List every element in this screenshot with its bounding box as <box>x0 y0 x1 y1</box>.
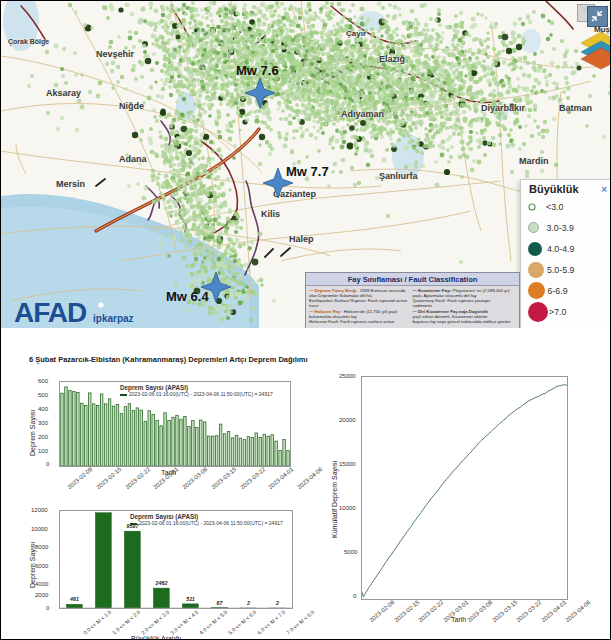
svg-text:2462: 2462 <box>155 580 168 586</box>
svg-text:2: 2 <box>275 600 279 606</box>
svg-text:67: 67 <box>217 600 224 606</box>
svg-text:461: 461 <box>69 596 79 602</box>
svg-text:511: 511 <box>186 596 194 602</box>
svg-text:2: 2 <box>246 600 250 606</box>
